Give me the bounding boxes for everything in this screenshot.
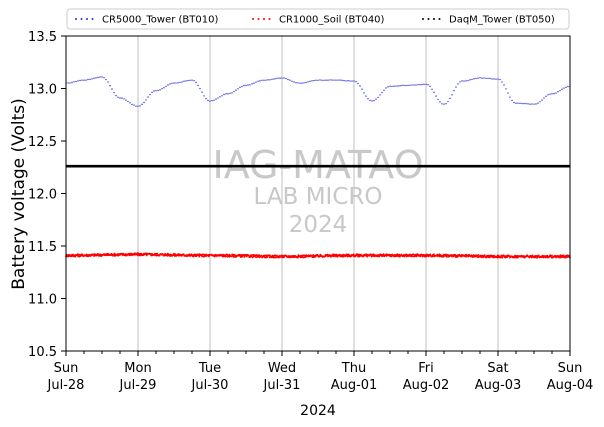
series-points bbox=[65, 76, 571, 107]
legend-marker-dot bbox=[422, 18, 424, 20]
legend-marker-dot bbox=[257, 18, 260, 20]
series-points bbox=[65, 252, 571, 259]
x-tick-label-day: Mon bbox=[124, 361, 151, 376]
x-tick-label-day: Thu bbox=[341, 361, 366, 376]
x-tick-label-date: Aug-01 bbox=[331, 378, 378, 393]
x-axis: Sun Jul-28 Mon Jul-29 Tue Jul-30 Wed Jul-31 Thu A… bbox=[47, 351, 594, 393]
legend-marker-dot bbox=[75, 18, 77, 20]
legend-marker-dot bbox=[80, 18, 83, 20]
x-tick-label-day: Fri bbox=[418, 361, 434, 376]
y-axis: 10.5 11.0 11.5 12.0 12.5 13.0 13.5 bbox=[28, 30, 66, 360]
legend-entry-label: CR1000_Soil (BT040) bbox=[279, 15, 385, 26]
legend-marker-dot bbox=[268, 18, 271, 20]
x-tick-label-day: Wed bbox=[268, 361, 296, 376]
watermark-line-2: LAB MICRO bbox=[254, 184, 383, 210]
watermark: IAG-MATAO LAB MICRO 2024 bbox=[212, 143, 423, 238]
legend-marker-dot bbox=[263, 18, 265, 20]
y-tick-label: 12.0 bbox=[28, 188, 57, 203]
legend: CR5000_Tower (BT010) CR1000_Soil (BT040) D… bbox=[66, 8, 570, 30]
legend-box bbox=[66, 8, 570, 30]
x-tick-label-date: Aug-02 bbox=[403, 378, 450, 393]
x-tick-label-date: Jul-28 bbox=[47, 378, 85, 393]
legend-marker-dot bbox=[91, 18, 94, 20]
legend-marker-dot bbox=[252, 18, 254, 20]
x-tick-label-date: Aug-03 bbox=[475, 378, 522, 393]
legend-marker-dot bbox=[433, 18, 435, 20]
x-tick-label-day: Tue bbox=[198, 361, 221, 376]
y-tick-label: 10.5 bbox=[28, 345, 57, 360]
legend-marker-dot bbox=[427, 18, 430, 20]
x-tick-label-day: Sat bbox=[487, 361, 508, 376]
grid-lines bbox=[137, 36, 499, 351]
y-tick-label: 11.5 bbox=[28, 240, 57, 255]
y-tick-label: 12.5 bbox=[28, 135, 57, 150]
x-tick-label-date: Jul-30 bbox=[191, 378, 229, 393]
x-axis-title: 2024 bbox=[300, 403, 336, 419]
legend-entry-label: CR5000_Tower (BT010) bbox=[102, 15, 218, 26]
x-tick-label-day: Sun bbox=[54, 361, 79, 376]
x-tick-label-date: Jul-31 bbox=[263, 378, 301, 393]
legend-marker-dot bbox=[86, 18, 88, 20]
y-tick-label: 13.0 bbox=[28, 83, 57, 98]
watermark-line-3: 2024 bbox=[289, 212, 348, 238]
y-tick-label: 13.5 bbox=[28, 30, 57, 45]
x-tick-label-day: Sun bbox=[558, 361, 583, 376]
x-tick-label-date: Jul-29 bbox=[119, 378, 157, 393]
x-tick-label-date: Aug-04 bbox=[547, 378, 594, 393]
series-1 bbox=[65, 76, 571, 107]
series-2 bbox=[65, 252, 571, 259]
y-axis-title: Battery voltage (Volts) bbox=[9, 98, 29, 289]
legend-marker-dot bbox=[438, 18, 441, 20]
y-tick-label: 11.0 bbox=[28, 293, 57, 308]
legend-entry-label: DaqM_Tower (BT050) bbox=[449, 15, 555, 26]
series-layer bbox=[65, 76, 571, 259]
